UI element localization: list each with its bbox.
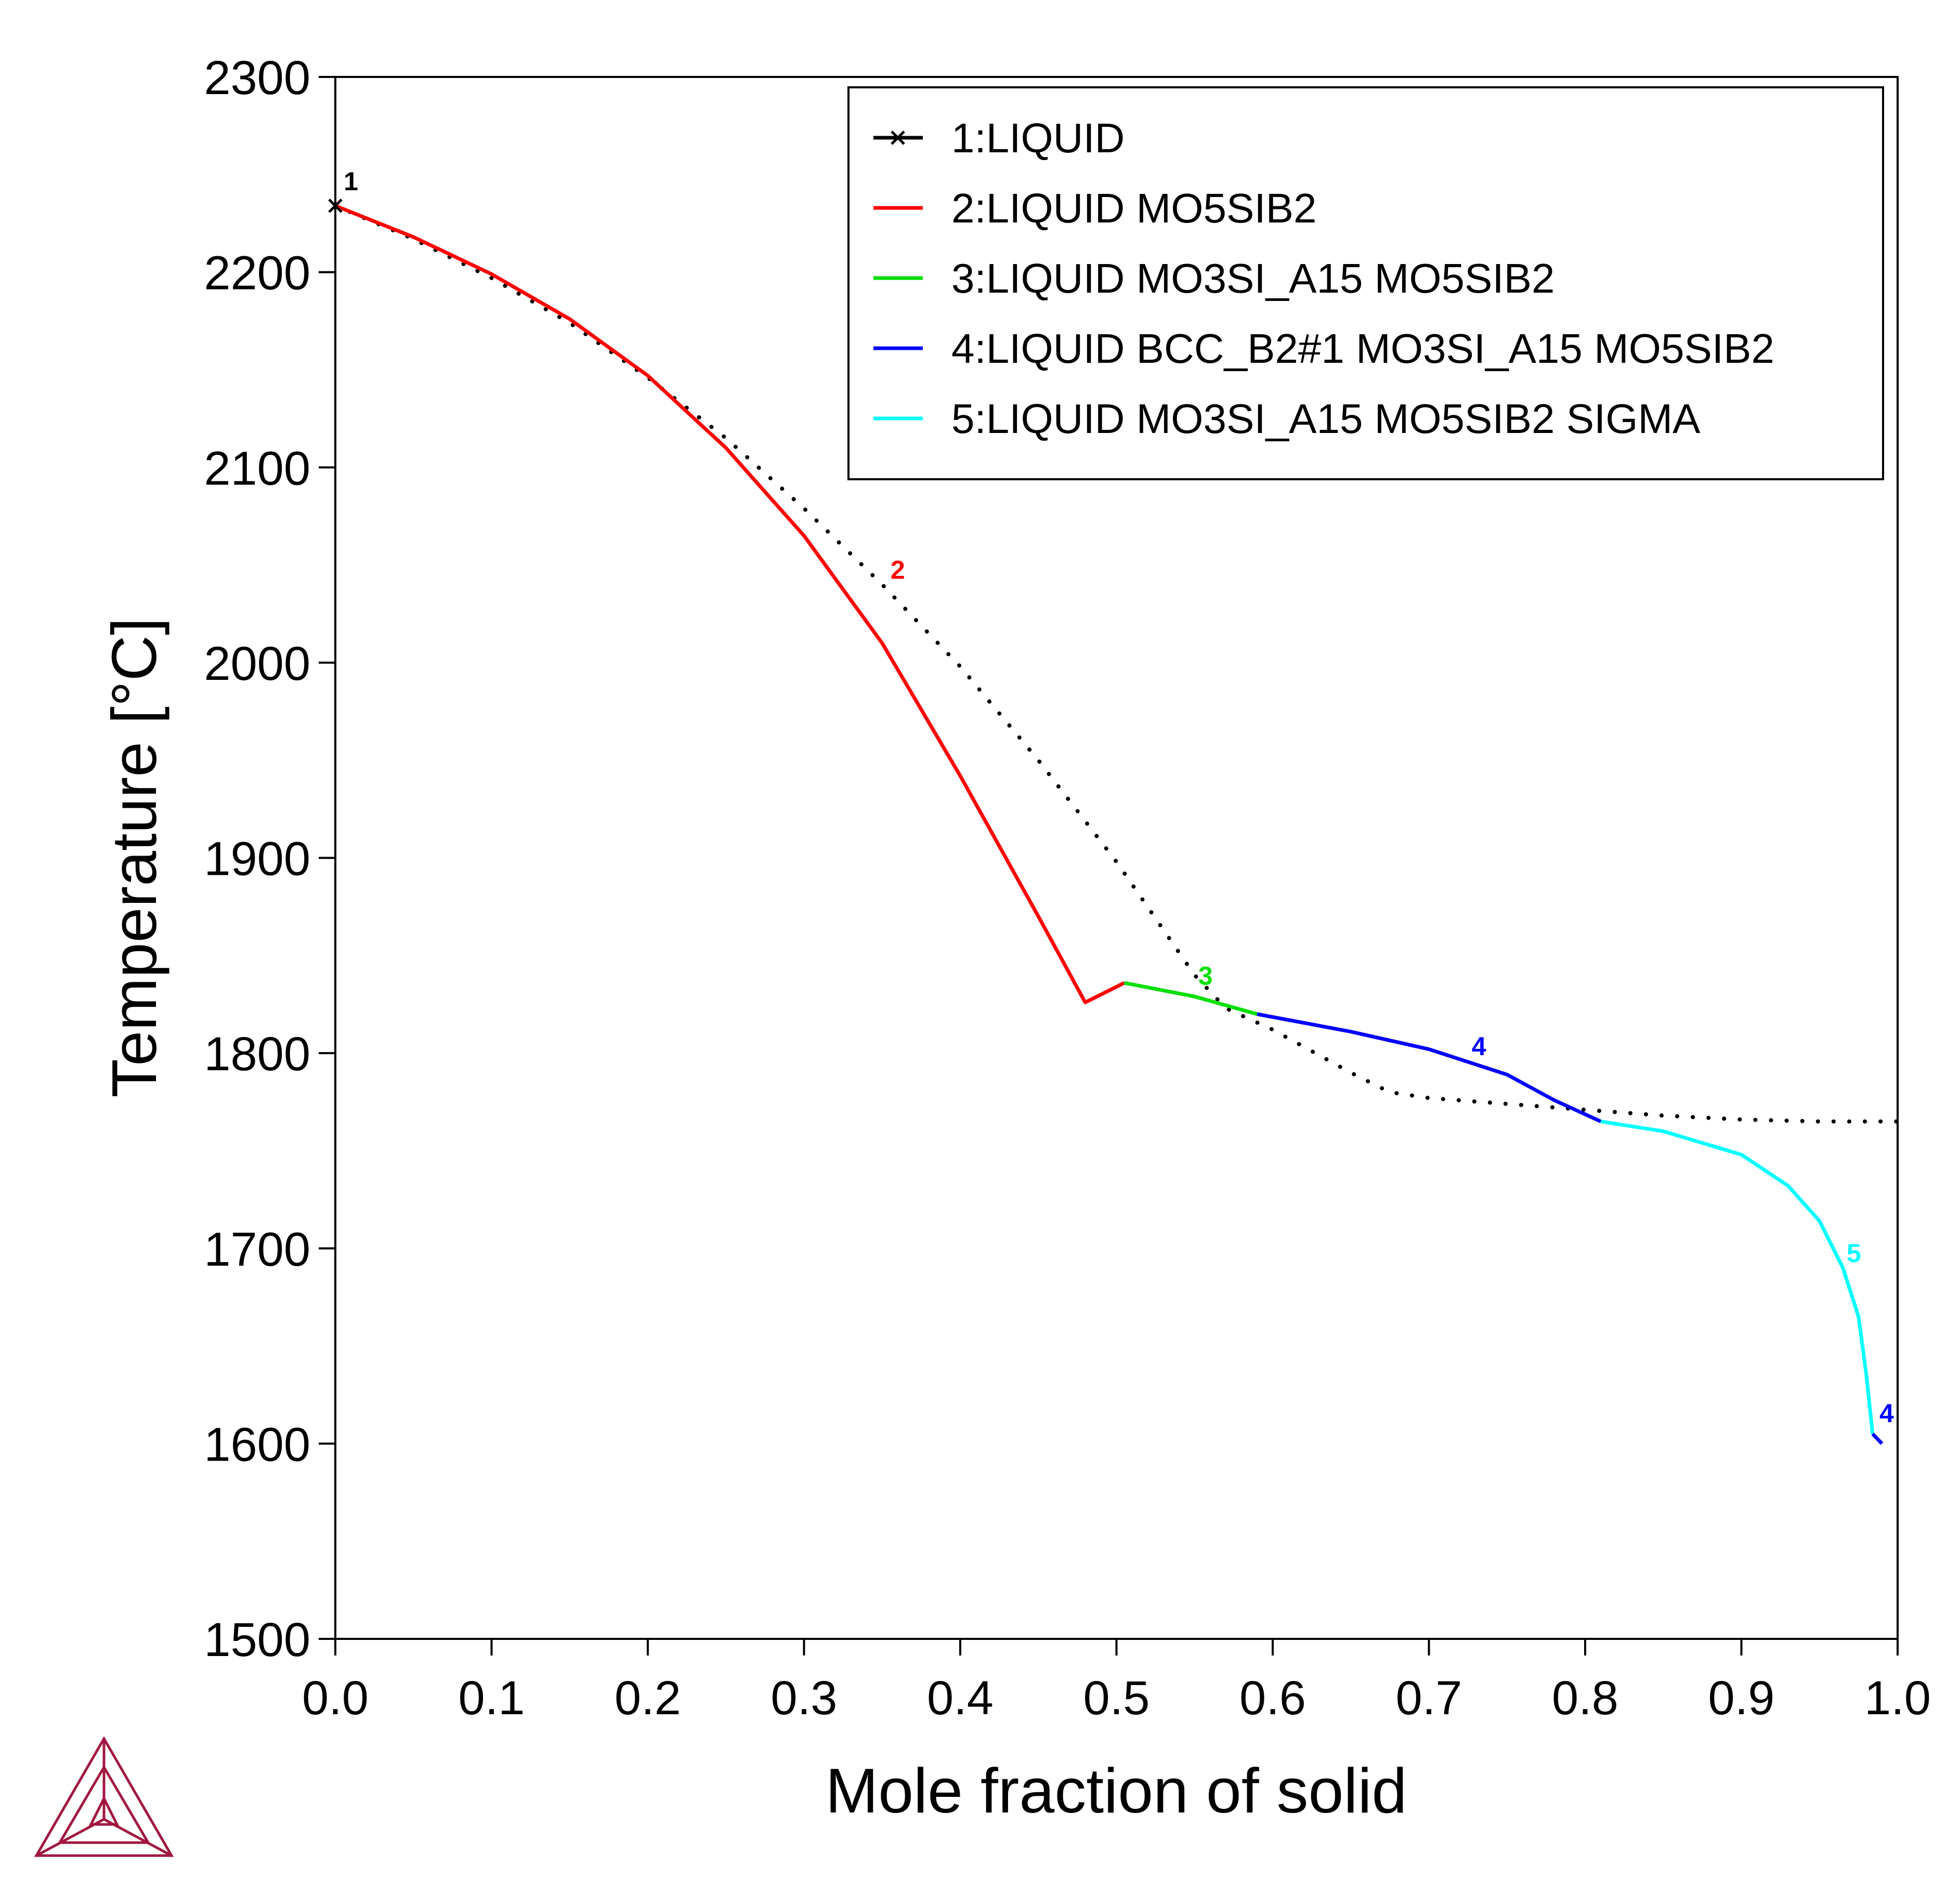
x-tick-label: 0.9 [1708,1672,1775,1725]
x-axis-title: Mole fraction of solid [826,1755,1407,1826]
legend-entry-1: 1:LIQUID [951,115,1125,161]
series-line-6 [1871,1433,1884,1445]
x-tick-label: 0.1 [459,1672,525,1725]
y-tick-label: 2300 [204,51,310,104]
legend-box [847,86,1884,480]
series-line-3 [1123,981,1258,1016]
x-tick-label: 0.4 [927,1672,994,1725]
x-tick-label: 0.5 [1083,1672,1150,1725]
y-tick-label: 1900 [204,833,310,886]
series-1-start-marker [328,199,343,213]
curve-label-1: 1 [344,167,358,196]
curve-label-3: 3 [1198,962,1213,991]
logo-inner-triangle [57,1765,151,1844]
series-layer [328,199,1900,1445]
y-tick-label: 1500 [204,1613,310,1666]
legend: 1:LIQUID 2:LIQUID MO5SIB2 3:LIQUID MO3SI_A… [847,86,1884,480]
legend-entry-5: 5:LIQUID MO3SI_A15 MO5SIB2 SIGMA [951,396,1701,442]
x-tick-label: 0.2 [615,1672,681,1725]
x-tick-label: 0.8 [1552,1672,1618,1725]
thermo-calc-logo [34,1736,174,1857]
legend-entry-2: 2:LIQUID MO5SIB2 [951,185,1316,231]
logo-outer-triangle [34,1736,174,1857]
curve-label-4: 4 [1472,1032,1486,1061]
y-tick-label: 1600 [204,1418,310,1471]
y-axis-title: Temperature [°C] [99,617,169,1097]
x-axis-ticks: 0.0 0.1 0.2 0.3 0.4 0.5 0.6 0.7 0.8 0.9 1.0 [302,1639,1931,1725]
series-line-5 [1600,1120,1875,1434]
series-line-2 [334,204,1126,1004]
x-tick-label: 0.0 [302,1672,369,1725]
legend-entry-4: 4:LIQUID BCC_B2#1 MO3SI_A15 MO5SIB2 [951,325,1774,372]
y-tick-label: 2200 [204,247,310,300]
legend-items: 1:LIQUID 2:LIQUID MO5SIB2 3:LIQUID MO3SI_A… [873,115,1774,442]
curve-label-6: 4 [1879,1399,1894,1428]
curve-label-5: 5 [1847,1239,1861,1268]
y-tick-label: 1800 [204,1028,310,1081]
y-tick-label: 1700 [204,1223,310,1276]
series-line-1 [333,203,1900,1124]
legend-marker-x [891,130,905,145]
curve-label-2: 2 [891,555,905,584]
y-tick-label: 2100 [204,442,310,495]
x-tick-label: 0.3 [771,1672,838,1725]
x-tick-label: 0.6 [1239,1672,1306,1725]
y-tick-label: 2000 [204,637,310,690]
curve-labels-layer: 1 2 3 4 5 4 [344,167,1894,1428]
legend-entry-3: 3:LIQUID MO3SI_A15 MO5SIB2 [951,255,1554,301]
x-tick-label: 1.0 [1864,1672,1931,1725]
x-tick-label: 0.7 [1396,1672,1462,1725]
logo-center-triangle [88,1795,120,1826]
y-axis-ticks: 1500 1600 1700 1800 1900 2000 2100 2200 2300 [204,51,335,1666]
series-line-4 [1257,1012,1602,1123]
